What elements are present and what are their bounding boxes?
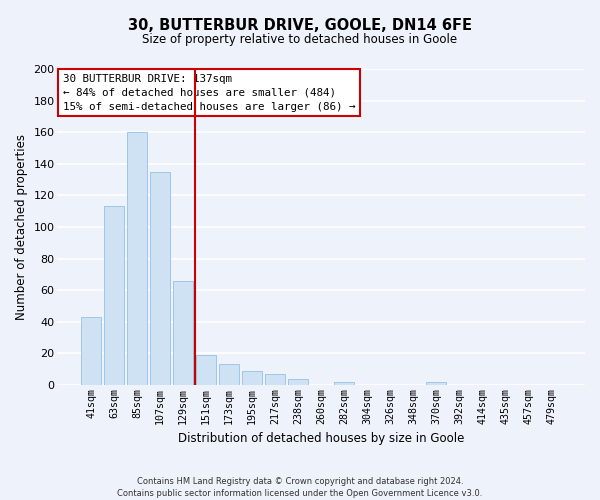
Bar (427, 382, 446, 385)
Bar (334, 382, 354, 385)
Bar (220, 364, 239, 385)
Bar (289, 378, 308, 385)
X-axis label: Distribution of detached houses by size in Goole: Distribution of detached houses by size … (178, 432, 464, 445)
Bar (173, 280, 193, 385)
Bar (196, 355, 216, 385)
Bar (127, 132, 147, 385)
Y-axis label: Number of detached properties: Number of detached properties (15, 134, 28, 320)
Bar (151, 172, 170, 385)
Bar (242, 370, 262, 385)
Text: 30, BUTTERBUR DRIVE, GOOLE, DN14 6FE: 30, BUTTERBUR DRIVE, GOOLE, DN14 6FE (128, 18, 472, 32)
Text: Contains HM Land Registry data © Crown copyright and database right 2024.
Contai: Contains HM Land Registry data © Crown c… (118, 476, 482, 498)
Text: Size of property relative to detached houses in Goole: Size of property relative to detached ho… (142, 32, 458, 46)
Bar (265, 374, 285, 385)
Bar (82, 317, 101, 385)
Text: 30 BUTTERBUR DRIVE: 137sqm
← 84% of detached houses are smaller (484)
15% of sem: 30 BUTTERBUR DRIVE: 137sqm ← 84% of deta… (63, 74, 355, 112)
Bar (104, 206, 124, 385)
